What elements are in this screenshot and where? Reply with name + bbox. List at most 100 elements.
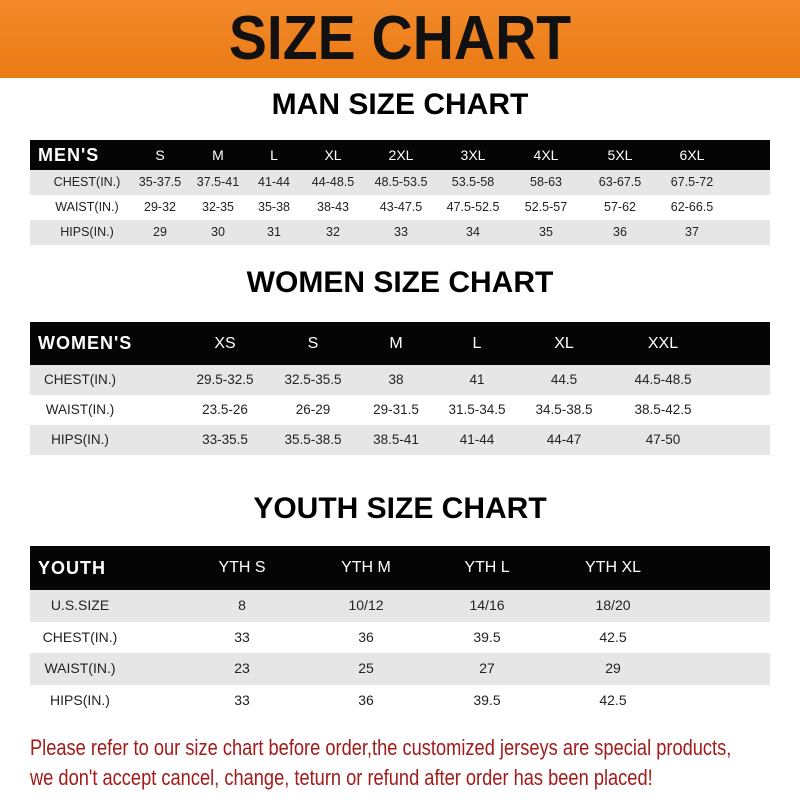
table-cell: 36 (613, 225, 627, 239)
table-cell: 67.5-72 (670, 175, 714, 189)
table-cell: 35.5-38.5 (284, 432, 342, 447)
banner-title: SIZE CHART (228, 4, 572, 73)
table-corner-label: MEN'S (38, 145, 100, 165)
row-label: HIPS(IN.) (51, 432, 109, 447)
table-row: CHEST(IN.) 33 36 39.5 42.5 (30, 621, 770, 653)
table-cell: 44-48.5 (311, 175, 355, 189)
size-header: 6XL (679, 147, 705, 163)
title-banner: SIZE CHART (0, 0, 800, 78)
row-label: U.S.SIZE (50, 597, 110, 613)
table-cell: 29.5-32.5 (196, 372, 254, 387)
table-cell: 41 (469, 372, 485, 387)
table-cell: 29 (605, 660, 621, 676)
table-cell: 26-29 (295, 402, 331, 417)
table-cell: 23 (234, 660, 250, 676)
table-cell: 44.5-48.5 (634, 372, 692, 387)
table-row: CHEST(IN.) 29.5-32.5 32.5-35.5 38 41 44.5 44.5… (30, 365, 770, 395)
table-cell: 42.5 (599, 691, 627, 708)
table-cell: 30 (211, 225, 225, 239)
size-header: YTH M (341, 559, 391, 576)
table-cell: 23.5-26 (202, 402, 248, 417)
row-label: HIPS(IN.) (60, 225, 114, 239)
table-row: U.S.SIZE 8 10/12 14/16 18/20 (30, 590, 770, 622)
table-cell: 31.5-34.5 (448, 402, 506, 417)
row-label: WAIST(IN.) (44, 660, 116, 676)
size-header: XS (214, 335, 236, 352)
table-cell: 36 (358, 628, 374, 645)
size-header: S (155, 147, 165, 163)
table-cell: 38 (388, 372, 404, 387)
table-cell: 53.5-58 (451, 175, 495, 189)
table-cell: 33 (234, 628, 250, 645)
table-cell: 32.5-35.5 (284, 372, 342, 387)
row-label: CHEST(IN.) (53, 175, 121, 189)
table-cell: 35 (539, 225, 553, 239)
row-label: CHEST(IN.) (44, 372, 116, 387)
table-cell: 57-62 (604, 200, 636, 214)
table-cell: 34 (466, 225, 480, 239)
table-cell: 8 (238, 597, 246, 613)
table-cell: 39.5 (473, 691, 501, 708)
table-cell: 47.5-52.5 (446, 200, 500, 214)
table-cell: 37.5-41 (196, 175, 240, 189)
size-header: XL (324, 147, 342, 163)
table-row: CHEST(IN.) 35-37.5 37.5-41 41-44 44-48.5 48.5… (30, 170, 770, 195)
table-cell: 14/16 (469, 597, 505, 613)
table-cell: 47-50 (645, 432, 681, 447)
header-row: MEN'S S M L XL 2XL 3XL 4XL 5XL 6XL (30, 140, 770, 170)
size-header: 2XL (388, 147, 414, 163)
size-header: M (389, 335, 403, 352)
table-cell: 44-47 (546, 432, 582, 447)
table-cell: 43-47.5 (379, 200, 423, 214)
size-header: YTH L (464, 559, 510, 576)
table-cell: 38-43 (317, 200, 349, 214)
table-cell: 58-63 (530, 175, 562, 189)
men-section-title: MAN SIZE CHART (271, 88, 529, 121)
size-header: XL (554, 335, 574, 352)
table-cell: 41-44 (459, 432, 495, 447)
size-header: 3XL (460, 147, 486, 163)
table-cell: 36 (358, 691, 374, 708)
table-row: WAIST(IN.) 23 25 27 29 (30, 653, 770, 685)
size-header: XXL (647, 335, 679, 352)
table-corner-label: YOUTH (38, 558, 106, 578)
table-cell: 10/12 (348, 597, 384, 613)
size-header: 5XL (607, 147, 633, 163)
header-row: WOMEN'S XS S M L XL XXL (30, 322, 770, 365)
size-header: YTH S (218, 559, 266, 576)
table-cell: 62-66.5 (670, 200, 714, 214)
table-cell: 38.5-42.5 (634, 402, 692, 417)
header-row: YOUTH YTH S YTH M YTH L YTH XL (30, 546, 770, 590)
table-cell: 32 (326, 225, 340, 239)
size-header: M (212, 147, 224, 163)
women-section-title: WOMEN SIZE CHART (246, 266, 554, 299)
table-cell: 41-44 (258, 175, 290, 189)
table-cell: 52.5-57 (524, 200, 568, 214)
table-row: WAIST(IN.) 29-32 32-35 35-38 38-43 43-47.5 47.… (30, 195, 770, 220)
table-cell: 35-37.5 (138, 175, 182, 189)
table-cell: 34.5-38.5 (535, 402, 593, 417)
table-cell: 29-32 (144, 200, 176, 214)
table-cell: 42.5 (599, 628, 627, 645)
size-header: 4XL (533, 147, 559, 163)
table-row: HIPS(IN.) 29 30 31 32 33 34 35 36 37 (30, 220, 770, 245)
notice-line-1: Please refer to our size chart before or… (30, 735, 732, 760)
table-cell: 18/20 (595, 597, 631, 613)
table-cell: 35-38 (258, 200, 290, 214)
size-header: YTH XL (584, 559, 642, 576)
table-cell: 33 (394, 225, 408, 239)
table-cell: 33-35.5 (202, 432, 248, 447)
table-cell: 37 (685, 225, 699, 239)
size-header: L (472, 335, 482, 352)
table-cell: 38.5-41 (373, 432, 419, 447)
table-cell: 27 (479, 660, 495, 676)
table-cell: 25 (358, 660, 374, 676)
table-cell: 39.5 (473, 628, 501, 645)
size-header: S (307, 335, 319, 352)
table-row: HIPS(IN.) 33-35.5 35.5-38.5 38.5-41 41-44 44-… (30, 425, 770, 455)
table-cell: 63-67.5 (598, 175, 642, 189)
youth-section-title: YOUTH SIZE CHART (253, 492, 547, 525)
order-notice: Please refer to our size chart before or… (30, 733, 731, 793)
row-label: HIPS(IN.) (50, 691, 110, 708)
